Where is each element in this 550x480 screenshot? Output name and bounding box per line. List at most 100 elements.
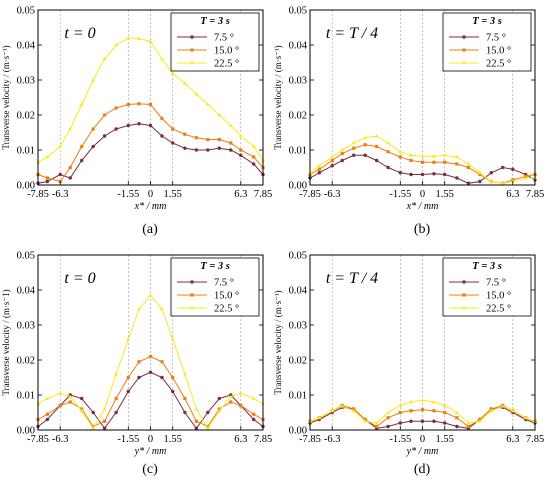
x-tick-label: -1.55	[117, 189, 139, 200]
data-point	[466, 161, 471, 166]
data-point	[91, 77, 96, 82]
legend: T = 3 s 7.5 ° 15.0 ° 22.5 °	[170, 12, 260, 72]
data-point	[45, 396, 50, 400]
data-point	[79, 102, 84, 106]
y-tick-label: 0.04	[289, 41, 308, 52]
y-axis-label: Transverse velocity / (m·s⁻¹)	[273, 290, 283, 394]
data-point	[489, 408, 494, 413]
data-point	[114, 396, 118, 401]
data-point	[501, 165, 505, 170]
panel-title: t = 0	[64, 270, 95, 287]
data-point	[340, 147, 345, 152]
data-point	[205, 102, 210, 106]
panel-title: t = T / 4	[326, 270, 378, 287]
x-tick-label: -1.55	[389, 189, 411, 200]
data-point	[190, 35, 194, 39]
x-tick-label: 7.85	[254, 189, 272, 200]
y-tick-label: 0.04	[17, 41, 36, 52]
data-point	[160, 375, 164, 380]
data-point	[252, 155, 256, 159]
data-point	[386, 140, 391, 145]
y-tick-label: 0.05	[289, 6, 307, 17]
data-point	[58, 172, 62, 177]
x-axis-label: y* / mm	[134, 446, 167, 457]
legend-entry: 22.5 °	[214, 304, 239, 315]
data-point	[462, 280, 466, 284]
data-point	[206, 410, 210, 415]
data-point	[68, 165, 72, 170]
data-point	[217, 146, 221, 150]
data-point	[352, 153, 356, 157]
data-point	[137, 360, 141, 364]
legend: T = 3 s 7.5 ° 15.0 ° 22.5 °	[442, 12, 532, 72]
data-point	[148, 39, 153, 43]
x-tick-label: 0	[420, 434, 425, 445]
y-tick-label: 0.05	[17, 6, 35, 17]
data-point	[432, 172, 436, 176]
data-point	[194, 419, 198, 423]
data-point	[160, 56, 164, 61]
x-tick-label: -6.3	[324, 189, 341, 200]
panel-label: (d)	[414, 462, 431, 477]
legend-title: T = 3 s	[200, 261, 230, 272]
data-point	[103, 113, 107, 117]
data-point	[102, 406, 107, 411]
data-point	[420, 154, 425, 158]
legend-title: T = 3 s	[200, 16, 230, 27]
data-point	[170, 70, 175, 75]
data-point	[489, 179, 494, 183]
data-point	[462, 293, 466, 297]
data-point	[351, 408, 356, 413]
data-point	[317, 171, 322, 175]
data-point	[126, 389, 130, 394]
data-point	[148, 370, 153, 374]
data-point	[454, 410, 459, 414]
data-point	[114, 127, 118, 131]
y-tick-label: 0.02	[17, 111, 35, 122]
x-tick-label: -7.85	[27, 434, 49, 445]
data-point	[477, 419, 482, 423]
panel-title: t = T / 4	[326, 25, 378, 42]
data-point	[432, 399, 436, 404]
y-tick-label: 0.03	[17, 76, 35, 87]
data-point	[194, 406, 199, 411]
data-point	[398, 410, 402, 415]
data-point	[462, 60, 466, 65]
legend: T = 3 s 7.5 ° 15.0 ° 22.5 °	[442, 257, 532, 317]
x-tick-label: 1.55	[436, 434, 454, 445]
data-point	[252, 412, 256, 416]
data-point	[190, 60, 194, 65]
data-point	[363, 143, 367, 147]
y-tick-label: 0.04	[289, 286, 308, 297]
data-point	[238, 133, 243, 138]
panel-d: 0.000.010.020.030.040.05-7.85 -6.3 -1.55 0 1…	[273, 251, 544, 478]
data-point	[68, 126, 73, 131]
x-tick-label: 0	[148, 434, 153, 445]
data-point	[251, 144, 256, 148]
data-point	[432, 154, 436, 158]
data-point	[171, 141, 175, 145]
y-tick-label: 0.01	[17, 391, 35, 402]
x-tick-label: 1.55	[436, 189, 454, 200]
data-point	[386, 165, 390, 170]
data-point	[45, 412, 49, 416]
data-point	[375, 144, 379, 149]
y-axis-label: Transverse velocity / (m·s⁻¹)	[273, 45, 283, 149]
x-tick-label: -6.3	[324, 434, 341, 445]
panel-title: t = 0	[64, 25, 95, 42]
data-point	[58, 391, 63, 395]
data-point	[317, 415, 322, 420]
data-point	[45, 417, 50, 422]
data-point	[330, 164, 334, 168]
data-point	[251, 417, 256, 422]
data-point	[229, 141, 233, 145]
x-tick-label: 7.85	[526, 189, 544, 200]
data-point	[239, 153, 243, 157]
data-point	[114, 410, 118, 415]
data-point	[374, 420, 379, 425]
data-point	[217, 408, 222, 413]
data-point	[91, 144, 95, 149]
data-point	[160, 116, 164, 121]
data-point	[489, 171, 493, 175]
